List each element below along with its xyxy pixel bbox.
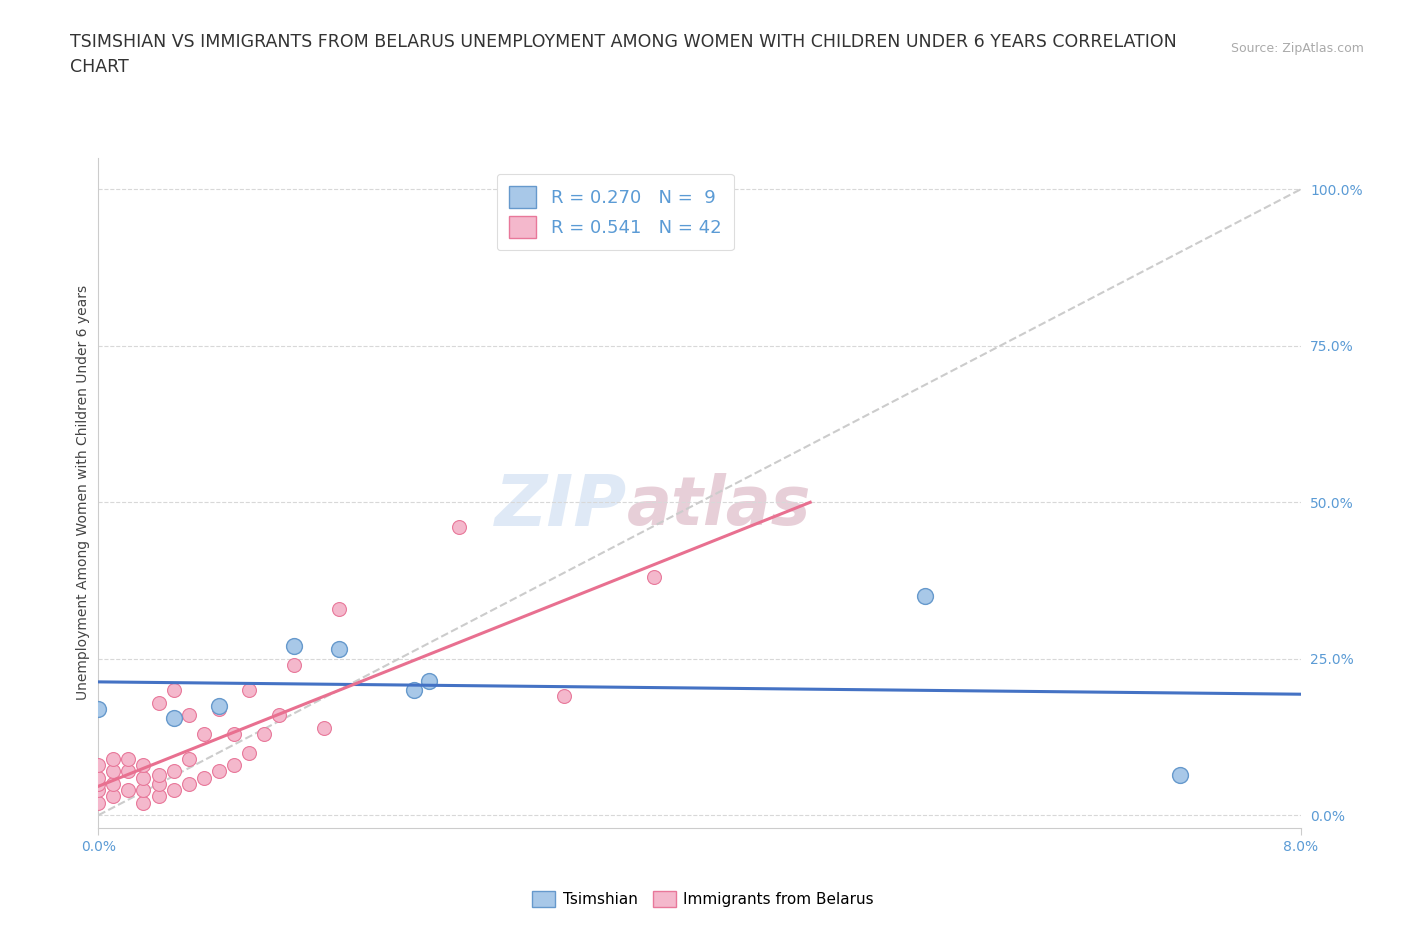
Point xyxy=(914,589,936,604)
Point xyxy=(447,520,470,535)
Point xyxy=(132,770,155,785)
Point xyxy=(117,751,139,766)
Point xyxy=(117,764,139,778)
Point xyxy=(177,777,200,791)
Point xyxy=(148,695,170,710)
Point xyxy=(103,789,125,804)
Point xyxy=(418,673,440,688)
Point xyxy=(208,701,231,716)
Point xyxy=(103,777,125,791)
Point xyxy=(1168,767,1191,782)
Point xyxy=(193,770,215,785)
Point xyxy=(132,783,155,798)
Text: CHART: CHART xyxy=(70,58,129,75)
Text: ZIP: ZIP xyxy=(495,472,627,540)
Point xyxy=(328,642,350,657)
Point xyxy=(283,639,305,654)
Point xyxy=(238,683,260,698)
Point xyxy=(208,698,231,713)
Point xyxy=(238,745,260,760)
Point xyxy=(162,683,184,698)
Point xyxy=(148,767,170,782)
Point xyxy=(117,783,139,798)
Point xyxy=(312,720,335,735)
Point xyxy=(132,758,155,773)
Point xyxy=(103,751,125,766)
Point xyxy=(208,764,231,778)
Point xyxy=(148,777,170,791)
Point xyxy=(162,783,184,798)
Point xyxy=(283,658,305,672)
Text: TSIMSHIAN VS IMMIGRANTS FROM BELARUS UNEMPLOYMENT AMONG WOMEN WITH CHILDREN UNDE: TSIMSHIAN VS IMMIGRANTS FROM BELARUS UNE… xyxy=(70,33,1177,50)
Y-axis label: Unemployment Among Women with Children Under 6 years: Unemployment Among Women with Children U… xyxy=(76,286,90,700)
Point xyxy=(177,708,200,723)
Point xyxy=(87,770,110,785)
Legend: R = 0.270   N =  9, R = 0.541   N = 42: R = 0.270 N = 9, R = 0.541 N = 42 xyxy=(496,174,734,250)
Point xyxy=(162,711,184,725)
Point xyxy=(87,758,110,773)
Point xyxy=(193,726,215,741)
Point xyxy=(222,758,245,773)
Point xyxy=(148,789,170,804)
Point xyxy=(267,708,290,723)
Point xyxy=(103,764,125,778)
Text: Source: ZipAtlas.com: Source: ZipAtlas.com xyxy=(1230,42,1364,55)
Text: atlas: atlas xyxy=(627,473,811,539)
Point xyxy=(87,777,110,791)
Point xyxy=(177,751,200,766)
Legend: Tsimshian, Immigrants from Belarus: Tsimshian, Immigrants from Belarus xyxy=(526,884,880,913)
Point xyxy=(87,701,110,716)
Point xyxy=(132,795,155,810)
Point xyxy=(87,783,110,798)
Point xyxy=(253,726,276,741)
Point xyxy=(402,683,425,698)
Point xyxy=(222,726,245,741)
Point xyxy=(162,764,184,778)
Point xyxy=(643,570,665,585)
Point xyxy=(553,689,575,704)
Point xyxy=(328,601,350,616)
Point xyxy=(87,795,110,810)
